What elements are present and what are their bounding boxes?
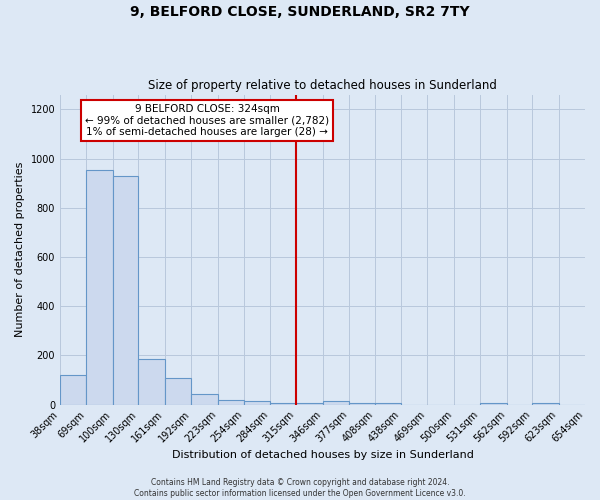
Bar <box>191 394 218 404</box>
Bar <box>244 401 269 404</box>
Bar <box>86 170 113 404</box>
Bar <box>323 401 349 404</box>
Text: Contains HM Land Registry data © Crown copyright and database right 2024.
Contai: Contains HM Land Registry data © Crown c… <box>134 478 466 498</box>
Y-axis label: Number of detached properties: Number of detached properties <box>15 162 25 338</box>
Bar <box>60 375 86 404</box>
Bar <box>113 176 139 404</box>
X-axis label: Distribution of detached houses by size in Sunderland: Distribution of detached houses by size … <box>172 450 473 460</box>
Bar <box>139 359 165 405</box>
Bar <box>165 378 191 404</box>
Text: 9 BELFORD CLOSE: 324sqm
← 99% of detached houses are smaller (2,782)
1% of semi-: 9 BELFORD CLOSE: 324sqm ← 99% of detache… <box>85 104 329 137</box>
Title: Size of property relative to detached houses in Sunderland: Size of property relative to detached ho… <box>148 79 497 92</box>
Text: 9, BELFORD CLOSE, SUNDERLAND, SR2 7TY: 9, BELFORD CLOSE, SUNDERLAND, SR2 7TY <box>130 5 470 19</box>
Bar <box>218 400 244 404</box>
